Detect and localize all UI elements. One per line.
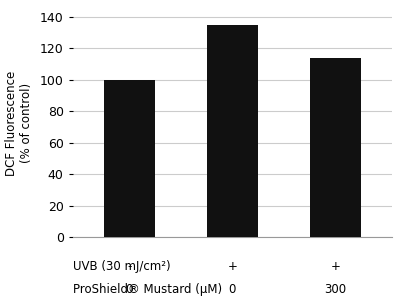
Text: -: - [127,260,132,273]
Bar [206,25,258,237]
Bar [309,58,361,237]
Text: 300: 300 [324,283,346,296]
Text: +: + [227,260,237,273]
Text: ProShield® Mustard (μM): ProShield® Mustard (μM) [73,283,222,296]
Text: +: + [330,260,340,273]
Text: 0: 0 [229,283,236,296]
Text: UVB (30 mJ/cm²): UVB (30 mJ/cm²) [73,260,170,273]
Bar [103,80,155,237]
Text: 0: 0 [126,283,133,296]
Y-axis label: DCF Fluorescence
(% of control): DCF Fluorescence (% of control) [5,71,33,176]
